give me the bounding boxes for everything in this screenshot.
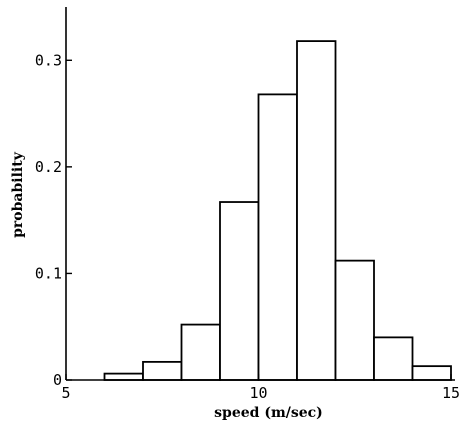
histogram-bar-5 — [296, 40, 337, 381]
x-tick-label-0: 5 — [61, 384, 70, 402]
y-tick-label-0: 0 — [53, 371, 62, 389]
x-axis-label: speed (m/sec) — [214, 405, 323, 421]
histogram-bar-7 — [373, 336, 414, 381]
histogram-bar-3 — [219, 201, 260, 381]
bars-group — [103, 40, 452, 381]
y-axis-label: probability — [10, 151, 26, 238]
histogram-bar-2 — [180, 323, 221, 381]
ticks-group: 5 10 15 0 0.1 0.2 0.3 — [35, 51, 460, 402]
x-tick-label-1: 10 — [249, 384, 267, 402]
x-tick-label-2: 15 — [442, 384, 460, 402]
y-tick-label-3: 0.3 — [35, 51, 62, 69]
histogram-bar-0 — [103, 372, 144, 381]
axes-group — [65, 7, 455, 381]
histogram-bar-6 — [334, 259, 375, 381]
histogram-bar-1 — [142, 360, 183, 381]
y-tick-label-2: 0.2 — [35, 158, 62, 176]
histogram-bar-8 — [411, 365, 452, 381]
y-tick-label-1: 0.1 — [35, 264, 62, 282]
histogram-bar-4 — [257, 93, 298, 381]
